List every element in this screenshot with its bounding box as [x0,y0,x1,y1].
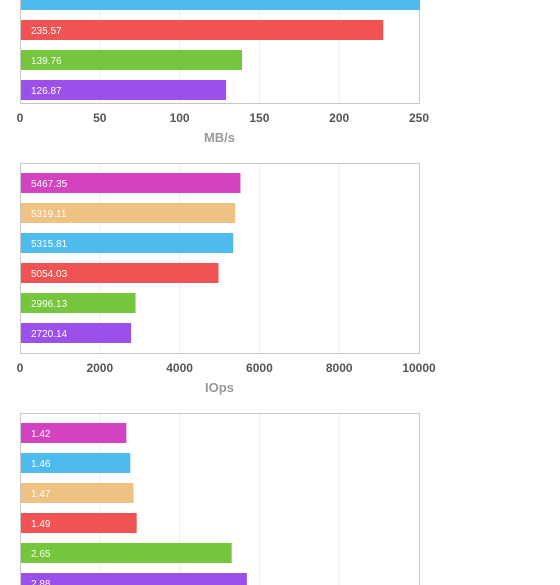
chart-2: 5467.35 5319.11 5315.81 5054.03 2996.13 2720.… [17,163,436,395]
bar [21,483,134,503]
bar [21,293,136,313]
x-tick-label: 250 [409,111,429,125]
bar-value-label: 2996.13 [31,299,68,310]
x-tick-label: 2000 [86,361,113,375]
x-tick-label: 100 [170,111,190,125]
x-tick-label: 50 [93,111,107,125]
bar [21,573,247,585]
bar [21,423,127,443]
plot-frame [20,163,420,354]
bar [21,263,219,283]
bar-value-label: 5319.11 [31,209,67,220]
x-tick-label: 8000 [326,361,353,375]
bar-value-label: 1.49 [31,519,51,530]
x-tick-label: 6000 [246,361,273,375]
bar [21,323,132,343]
x-axis-title: IOps [205,380,234,395]
bar [21,543,232,563]
bar [21,80,227,100]
bar-value-label: 2.65 [31,549,51,560]
bar [21,203,236,223]
bar [21,513,137,533]
bar-value-label: 2.88 [31,579,51,585]
bar [21,50,243,70]
bar-value-label: 1.42 [31,429,51,440]
x-axis-title: MB/s [204,130,235,145]
x-tick-label: 4000 [166,361,193,375]
x-tick-label: 10000 [402,361,436,375]
x-tick-label: 0 [17,361,24,375]
bar-value-label: 2720.14 [31,329,68,340]
bar [21,0,420,10]
bar-value-label: 5054.03 [31,269,68,280]
bar-value-label: 5467.35 [31,179,68,190]
plot-frame [20,413,420,585]
bar [21,233,234,253]
bar [21,20,384,40]
plot-frame [20,0,420,104]
x-tick-label: 0 [17,111,24,125]
bar-value-label: 1.46 [31,459,51,470]
bar-value-label: 1.47 [31,489,51,500]
x-tick-label: 200 [329,111,349,125]
chart-3: 1.42 1.46 1.47 1.49 2.65 2.88 [20,413,420,585]
bar-value-label: 126.87 [31,86,62,97]
chart-1: 235.57 139.76 126.87 0 50 100 150 200 250 MB/s [17,0,429,145]
bar-value-label: 5315.81 [31,239,68,250]
bar-value-label: 235.57 [31,26,62,37]
x-tick-label: 150 [249,111,269,125]
bar-value-label: 139.76 [31,56,62,67]
bar [21,173,241,193]
bar [21,453,131,473]
